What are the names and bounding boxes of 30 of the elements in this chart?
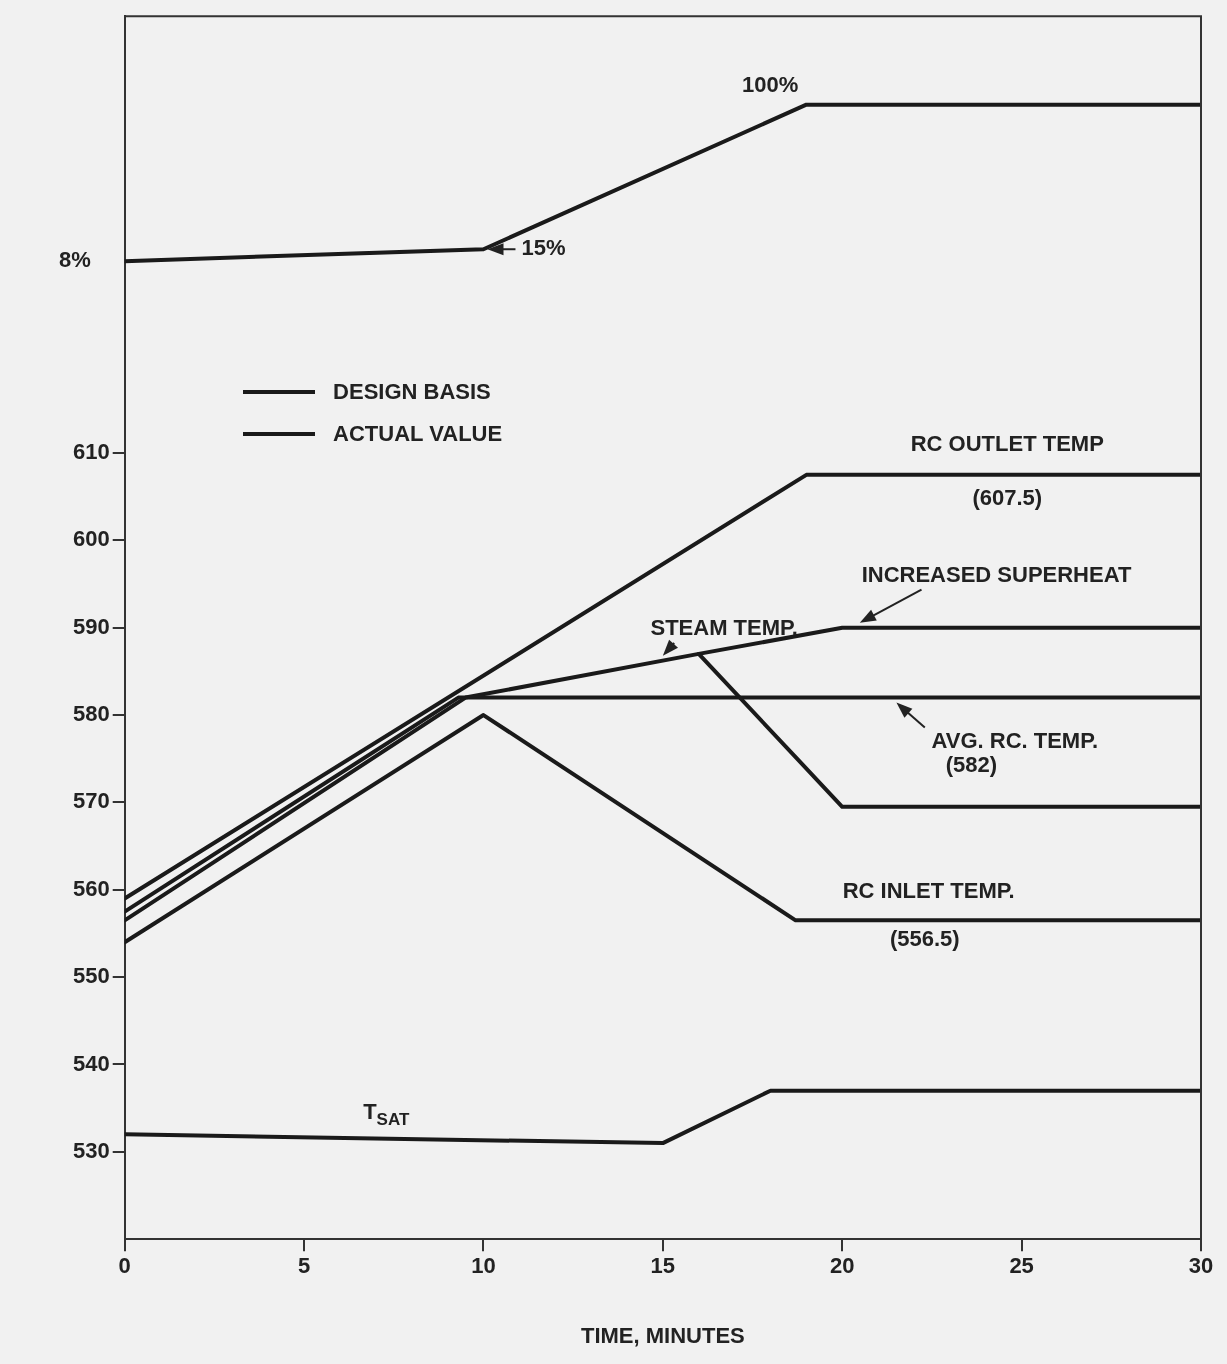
y-tick-label: 530 xyxy=(72,1137,110,1163)
x-tick-label: 5 xyxy=(297,1253,311,1279)
x-axis-title: TIME, MINUTES xyxy=(580,1322,745,1348)
y-tick-label: 610 xyxy=(72,439,110,465)
data-label: (582) xyxy=(945,751,998,777)
data-label: (607.5) xyxy=(972,484,1043,510)
data-label: 15% xyxy=(521,235,566,261)
x-tick-label: 15 xyxy=(650,1253,676,1279)
y-tick-label: 580 xyxy=(72,701,110,727)
data-label: 100% xyxy=(742,71,799,97)
x-tick-label: 20 xyxy=(829,1253,855,1279)
y-tick-label: 560 xyxy=(72,875,110,901)
y-tick-label: 600 xyxy=(72,526,110,552)
y-tick-label: 590 xyxy=(72,613,110,639)
annotation: ACTUAL VALUE xyxy=(333,420,503,447)
series-label: INCREASED SUPERHEAT xyxy=(861,561,1132,587)
x-tick-label: 0 xyxy=(118,1253,131,1279)
data-label: 8% xyxy=(58,247,91,273)
data-label: (556.5) xyxy=(889,926,960,952)
x-tick-label: 10 xyxy=(471,1253,496,1279)
x-tick-label: 25 xyxy=(1009,1253,1034,1279)
series-label: RC OUTLET TEMP xyxy=(910,430,1104,456)
y-tick-label: 540 xyxy=(72,1050,110,1076)
y-tick-label: 570 xyxy=(72,788,110,814)
series-label: RC INLET TEMP. xyxy=(842,878,1015,904)
series-label: STEAM TEMP. xyxy=(650,615,798,641)
y-tick-label: 550 xyxy=(72,963,110,989)
legend-label: AVG. RC. TEMP. xyxy=(931,727,1099,753)
x-tick-label: 30 xyxy=(1188,1253,1214,1279)
annotation: DESIGN BASIS xyxy=(333,378,491,405)
